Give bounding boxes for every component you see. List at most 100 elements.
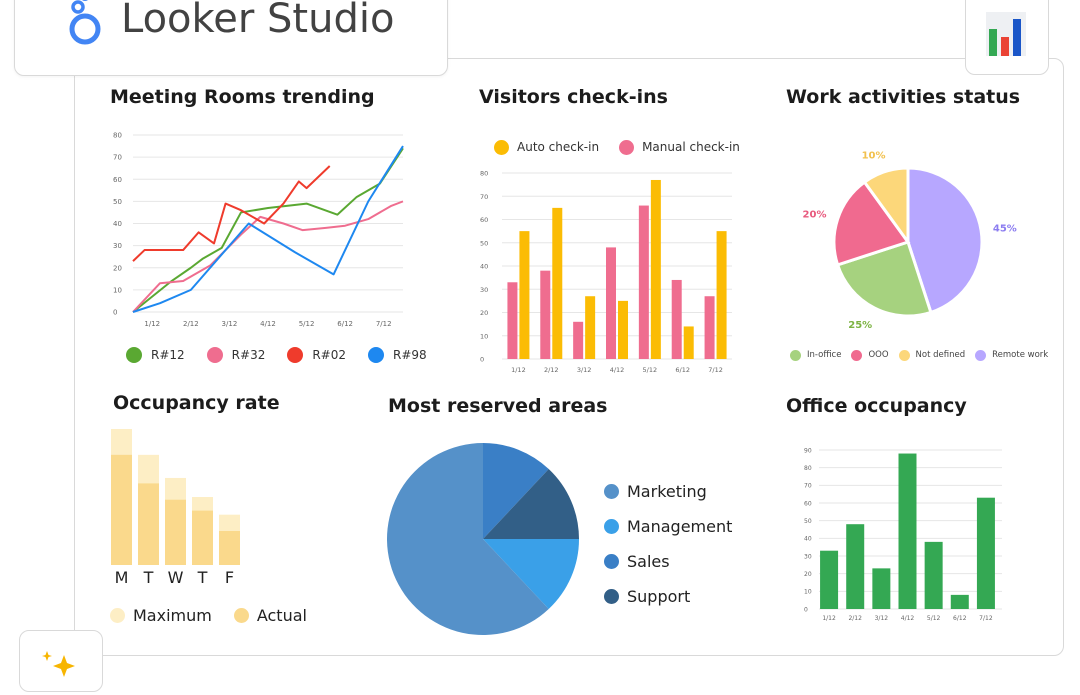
y-tick-label: 70	[113, 154, 122, 162]
bar-auto	[585, 296, 596, 359]
bar-actual	[165, 499, 186, 565]
legend-item[interactable]: R#02	[287, 344, 346, 366]
legend-item[interactable]: R#32	[206, 344, 266, 366]
legend-item[interactable]: Support	[604, 587, 690, 606]
legend-label: Manual check-in	[642, 140, 740, 154]
legend-item[interactable]: Sales	[604, 552, 670, 571]
y-tick-label: 10	[113, 286, 122, 294]
legend-swatch	[851, 349, 863, 361]
bar-manual	[573, 321, 584, 359]
legend-swatch	[110, 607, 125, 623]
legend-item[interactable]: OOO	[851, 346, 889, 364]
legend-label: Auto check-in	[517, 140, 600, 154]
visitors-chart: 0 10 20 30 40 50 60 70 80 1/12 2/12 3/12 4/12 5/12 6/1…	[480, 170, 732, 374]
legend-item[interactable]: Auto check-in	[494, 136, 599, 158]
pie-slice-not-defined	[862, 166, 910, 247]
y-tick-label: 40	[113, 220, 122, 228]
legend-item[interactable]: Remote work	[975, 346, 1048, 364]
x-tick-label: 6/12	[953, 615, 967, 622]
bar-office	[898, 453, 917, 609]
legend-item[interactable]: Maximum	[110, 604, 212, 626]
x-tick-label: 7/12	[376, 320, 392, 328]
legend-label: Marketing	[627, 482, 707, 501]
pie-slice-remote-work	[906, 166, 984, 315]
y-tick-label: 90	[804, 447, 812, 454]
bar-office	[924, 541, 943, 609]
legend-item[interactable]: Not defined	[898, 346, 966, 364]
meeting-rooms-legend: R#12 R#32 R#02 R#98	[126, 344, 427, 366]
pie-slice-marketing	[387, 443, 549, 635]
bar-manual	[606, 247, 616, 359]
pie-slice-sales	[483, 443, 549, 539]
sparkle-icon	[42, 651, 75, 677]
meeting-rooms-chart: 0 10 20 30 40 50 60 70 80 1/12 2/12 3/12 4/12 5/12 6/1…	[113, 132, 404, 328]
legend-label: R#98	[393, 348, 427, 362]
pie-slice-ooo	[832, 180, 911, 267]
legend-label: R#02	[312, 348, 347, 362]
y-tick-label: 80	[480, 170, 488, 178]
y-tick-label: 0	[804, 606, 808, 613]
legend-row[interactable]: Sales	[604, 544, 774, 579]
bar-actual	[219, 531, 240, 565]
legend-label: Actual	[256, 605, 307, 625]
bar-manual	[507, 282, 518, 359]
x-tick-label: 6/12	[337, 320, 353, 328]
pie-slice-management	[483, 539, 579, 609]
office-chart: 0 10 20 30 40 50 60 70 80 90 1/12 2/12 3/12 4/12 5/12 6…	[804, 447, 1002, 622]
legend-row[interactable]: Management	[604, 509, 774, 544]
series-line-r12	[132, 147, 404, 313]
legend-item[interactable]: Management	[604, 517, 732, 536]
legend-item[interactable]: R#98	[368, 344, 427, 366]
bar-office	[846, 524, 865, 609]
bar-auto	[650, 179, 661, 359]
legend-row[interactable]: Support	[604, 579, 774, 614]
x-tick-label: M	[115, 568, 129, 587]
x-tick-label: 1/12	[822, 615, 836, 622]
legend-item[interactable]: R#12	[126, 344, 185, 366]
y-tick-label: 60	[480, 216, 488, 224]
bar-manual	[671, 279, 682, 359]
y-tick-label: 60	[804, 500, 812, 507]
pie-slice-in-office	[835, 240, 933, 318]
chart-thumbnail[interactable]	[965, 0, 1049, 75]
bar-office	[872, 568, 891, 609]
x-tick-label: 3/12	[875, 615, 889, 622]
bar-office	[950, 594, 969, 609]
y-tick-label: 50	[480, 239, 488, 247]
reserved-chart	[387, 443, 579, 635]
legend-item[interactable]: In-office	[790, 346, 841, 364]
looker-studio-logo-icon	[69, 0, 101, 45]
x-tick-label: 5/12	[643, 366, 658, 374]
y-tick-label: 20	[804, 571, 812, 578]
legend-item[interactable]: Actual	[233, 604, 307, 626]
y-tick-label: 40	[804, 536, 812, 543]
pie-percent-label: 25%	[848, 320, 872, 331]
legend-label: Maximum	[133, 605, 212, 625]
legend-label: Support	[627, 587, 691, 606]
legend-label: Remote work	[992, 350, 1049, 360]
y-tick-label: 50	[804, 518, 812, 525]
series-line-r02	[132, 165, 331, 262]
legend-item[interactable]: Manual check-in	[619, 136, 740, 158]
legend-item[interactable]: Marketing	[604, 482, 707, 501]
x-tick-label: W	[168, 568, 184, 587]
legend-swatch	[126, 347, 142, 363]
reserved-legend: Marketing Management Sales Support	[604, 474, 774, 614]
app-header: Looker Studio	[14, 0, 448, 76]
legend-label: R#12	[151, 348, 185, 362]
x-tick-label: 3/12	[222, 320, 238, 328]
pie-slice-support	[483, 469, 579, 539]
bar-auto	[519, 231, 530, 359]
legend-row[interactable]: Marketing	[604, 474, 774, 509]
legend-swatch	[287, 347, 304, 363]
legend-label: Management	[627, 517, 733, 536]
y-tick-label: 20	[113, 264, 122, 272]
bar-actual	[111, 454, 132, 565]
x-tick-label: 2/12	[848, 615, 862, 622]
x-tick-label: 2/12	[544, 366, 559, 374]
legend-label: Not defined	[915, 350, 966, 360]
bar-auto	[683, 326, 694, 359]
ai-assist-button[interactable]	[19, 630, 103, 692]
legend-label: R#32	[231, 348, 266, 362]
y-tick-label: 80	[804, 465, 812, 472]
